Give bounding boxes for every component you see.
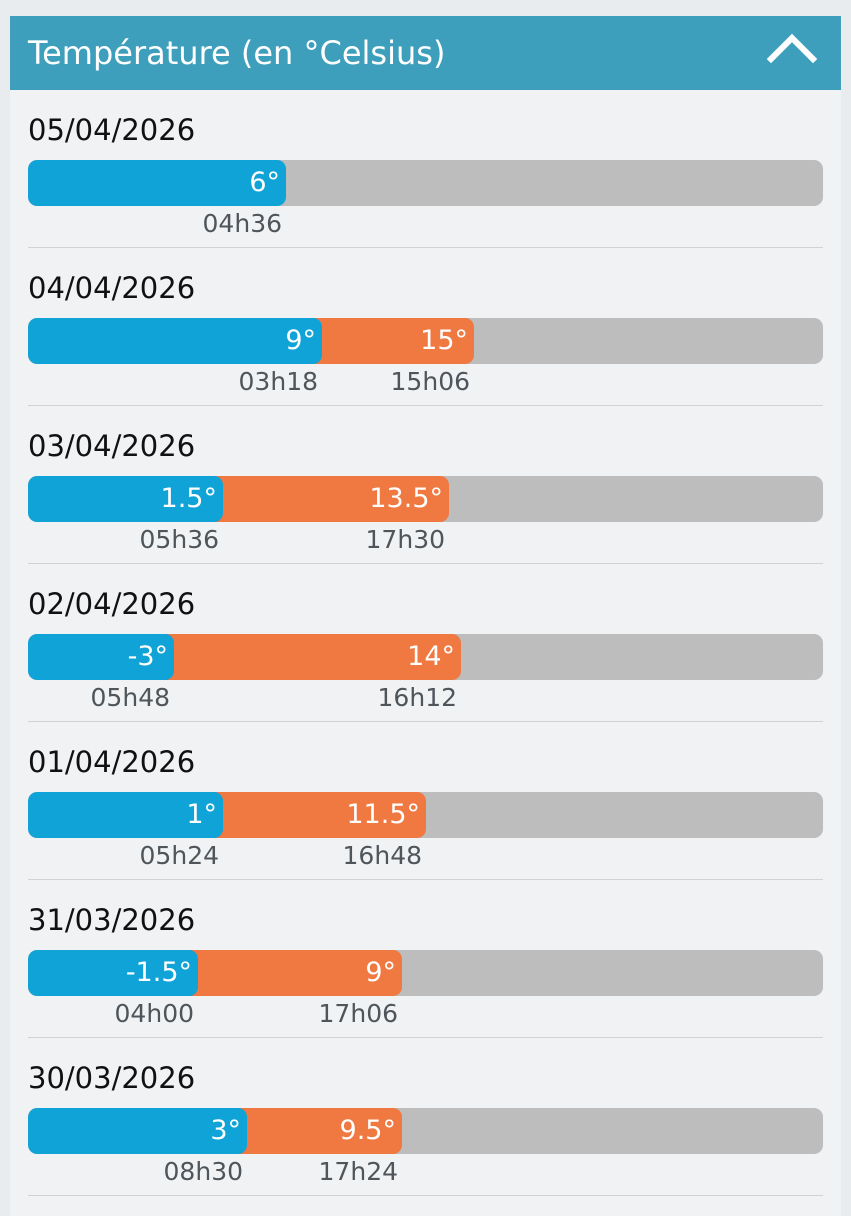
max-temperature-segment: 11.5° [213,792,426,838]
chevron-up-icon[interactable] [767,30,817,64]
min-temperature-time: 05h24 [139,841,219,870]
min-temperature-segment: 3° [28,1108,247,1154]
row-divider [28,721,823,722]
day-row: 02/04/2026 -3° 14° 05h48 16h12 [10,564,841,722]
min-temperature-time: 03h18 [238,367,318,396]
row-divider [28,879,823,880]
day-date: 03/04/2026 [28,429,196,463]
min-temperature-time: 04h00 [114,999,194,1028]
max-temperature-time: 17h30 [365,525,445,554]
day-date: 30/03/2026 [28,1061,196,1095]
temperature-bar[interactable]: -3° 14° [28,634,823,680]
min-temperature-time: 05h48 [90,683,170,712]
day-date: 02/04/2026 [28,587,196,621]
day-row: 31/03/2026 -1.5° 9° 04h00 17h06 [10,880,841,1038]
day-date: 05/04/2026 [28,113,196,147]
temperature-header[interactable]: Température (en °Celsius) [10,16,841,90]
row-divider [28,247,823,248]
temperature-bar[interactable]: -1.5° 9° [28,950,823,996]
min-temperature-segment: 6° [28,160,286,206]
temperature-bar[interactable]: 1.5° 13.5° [28,476,823,522]
max-temperature-time: 17h06 [318,999,398,1028]
temperature-bar[interactable]: 1° 11.5° [28,792,823,838]
max-temperature-segment: 15° [312,318,474,364]
max-temperature-segment: 14° [164,634,461,680]
day-row: 30/03/2026 3° 9.5° 08h30 17h24 [10,1038,841,1196]
max-temperature-segment: 9.5° [237,1108,402,1154]
min-temperature-segment: 1.5° [28,476,223,522]
day-row: 01/04/2026 1° 11.5° 05h24 16h48 [10,722,841,880]
row-divider [28,405,823,406]
temperature-bar[interactable]: 6° [28,160,823,206]
temperature-bar[interactable]: 3° 9.5° [28,1108,823,1154]
temperature-panel: Température (en °Celsius) 05/04/2026 6° 04… [10,16,841,1216]
min-temperature-segment: -1.5° [28,950,198,996]
max-temperature-time: 17h24 [318,1157,398,1186]
day-row: 03/04/2026 1.5° 13.5° 05h36 17h30 [10,406,841,564]
min-temperature-time: 04h36 [202,209,282,238]
row-divider [28,563,823,564]
min-temperature-time: 08h30 [163,1157,243,1186]
day-date: 04/04/2026 [28,271,196,305]
temperature-bar[interactable]: 9° 15° [28,318,823,364]
panel-title: Température (en °Celsius) [28,34,446,72]
day-row: 05/04/2026 6° 04h36 [10,90,841,248]
max-temperature-segment: 9° [188,950,402,996]
day-date: 01/04/2026 [28,745,196,779]
min-temperature-time: 05h36 [139,525,219,554]
day-row: 04/04/2026 9° 15° 03h18 15h06 [10,248,841,406]
min-temperature-segment: 1° [28,792,223,838]
max-temperature-time: 16h12 [377,683,457,712]
temperature-list: 05/04/2026 6° 04h36 04/04/2026 9° 15° 03h18 15h… [10,90,841,1196]
max-temperature-time: 16h48 [342,841,422,870]
day-date: 31/03/2026 [28,903,196,937]
max-temperature-segment: 13.5° [213,476,449,522]
max-temperature-time: 15h06 [390,367,470,396]
min-temperature-segment: -3° [28,634,174,680]
row-divider [28,1037,823,1038]
row-divider [28,1195,823,1196]
min-temperature-segment: 9° [28,318,322,364]
